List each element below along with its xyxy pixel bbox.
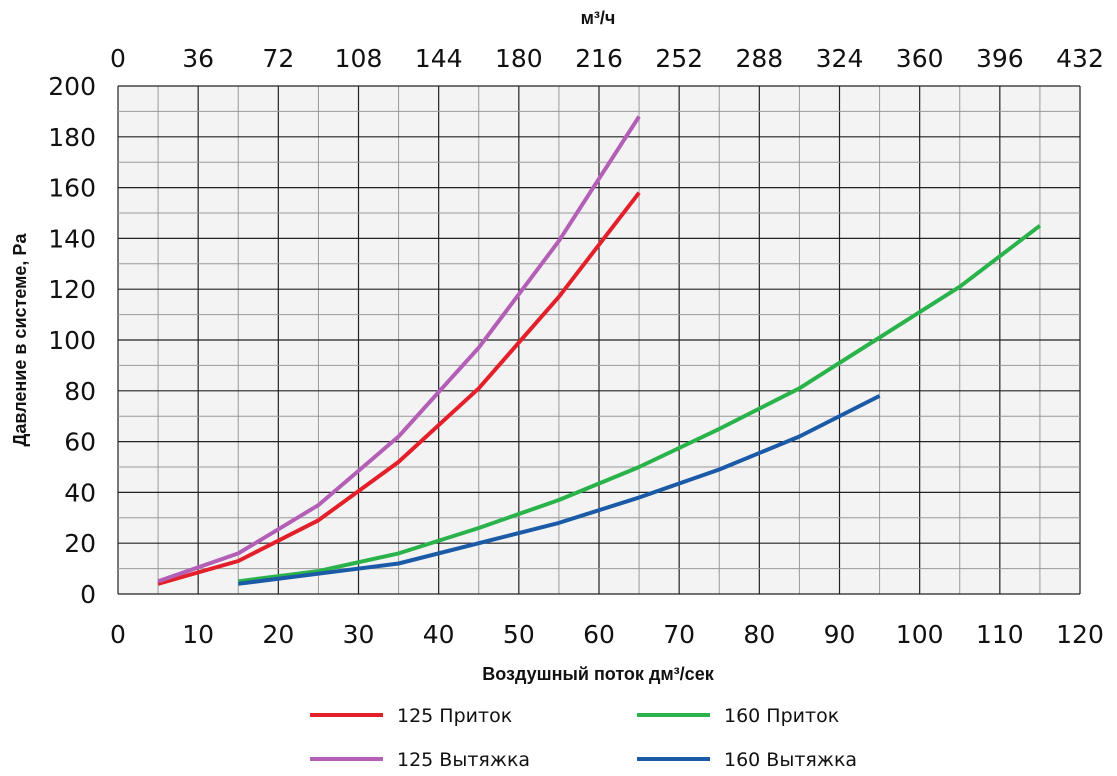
y-tick-label: 140 [48, 224, 96, 253]
x2-tick-label: 36 [182, 44, 214, 73]
x2-tick-label: 144 [415, 44, 463, 73]
legend-label: 125 Приток [397, 705, 512, 727]
series-lines [157, 115, 1042, 586]
x-tick-label: 0 [110, 620, 126, 649]
x-tick-label: 30 [343, 620, 375, 649]
x-axis-title: Воздушный поток дм³/сек [482, 664, 714, 684]
legend-label: 125 Вытяжка [397, 749, 530, 771]
series-line-1 [157, 191, 641, 586]
y-tick-label: 160 [48, 174, 96, 203]
legend-label: 160 Вытяжка [724, 749, 857, 771]
x2-axis-title: м³/ч [581, 8, 616, 28]
y-tick-label: 180 [48, 123, 96, 152]
legend-label: 160 Приток [724, 705, 839, 727]
x2-tick-label: 360 [896, 44, 944, 73]
grid [117, 85, 1081, 595]
y-tick-label: 60 [64, 428, 96, 457]
tick-labels: 0 10 20 30 40 50 60 70 80 90 100 110 120 0 36 72 108 144 1… [48, 44, 1104, 649]
x2-tick-label: 288 [735, 44, 783, 73]
y-axis-title: Давление в системе, Pa [10, 233, 30, 447]
y-tick-label: 20 [64, 529, 96, 558]
x-tick-label: 10 [182, 620, 214, 649]
x2-tick-label: 108 [335, 44, 383, 73]
x-tick-label: 60 [583, 620, 615, 649]
y-tick-label: 120 [48, 275, 96, 304]
x-tick-label: 90 [824, 620, 856, 649]
x-tick-label: 120 [1056, 620, 1104, 649]
x2-tick-label: 396 [976, 44, 1024, 73]
x-tick-label: 100 [896, 620, 944, 649]
x-tick-label: 110 [976, 620, 1024, 649]
x2-tick-label: 252 [655, 44, 703, 73]
y-tick-label: 40 [64, 478, 96, 507]
series-line-2 [157, 115, 641, 584]
x2-tick-label: 324 [816, 44, 864, 73]
x2-tick-label: 180 [495, 44, 543, 73]
x2-tick-label: 72 [262, 44, 294, 73]
legend: 125 Приток 125 Вытяжка 160 Приток 160 Вытяж… [310, 705, 857, 771]
x-tick-label: 20 [262, 620, 294, 649]
y-tick-label: 200 [48, 72, 96, 101]
x-tick-label: 40 [423, 620, 455, 649]
x-tick-label: 70 [663, 620, 695, 649]
x2-tick-label: 216 [575, 44, 623, 73]
x-tick-label: 80 [743, 620, 775, 649]
y-tick-label: 80 [64, 377, 96, 406]
y-tick-label: 0 [80, 580, 96, 609]
x2-tick-label: 0 [110, 44, 126, 73]
x2-tick-label: 432 [1056, 44, 1104, 73]
y-tick-label: 100 [48, 326, 96, 355]
series-line-3 [238, 224, 1042, 584]
x-tick-label: 50 [503, 620, 535, 649]
series-line-4 [238, 394, 881, 586]
